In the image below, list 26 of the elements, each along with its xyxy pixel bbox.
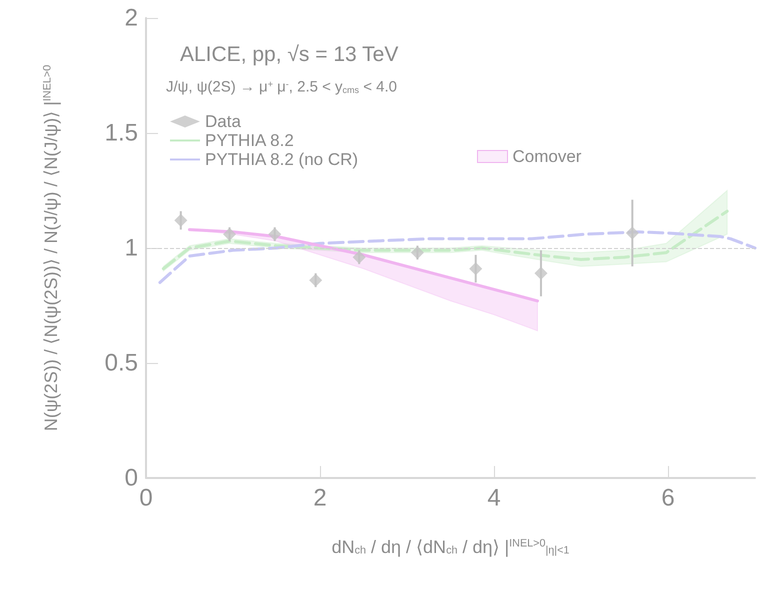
point (309, 274, 322, 287)
legend-label: Data (205, 112, 242, 131)
y-tick-label: 0 (124, 464, 138, 492)
annotation: ALICE, pp, √s = 13 TeV (180, 43, 398, 66)
legend-label: PYTHIA 8.2 (205, 131, 294, 150)
point (268, 228, 282, 241)
line-series (162, 210, 729, 270)
point (626, 226, 639, 240)
y-tick-label: 0.5 (104, 350, 138, 376)
x-tick-label: 4 (487, 484, 501, 512)
legend-label: Comover (512, 147, 582, 166)
y-axis-title: N(ψ(2S)) / ⟨N(ψ(2S))⟩ / N(J/ψ) / ⟨N(J/ψ)⟩ |INEL>0 (41, 64, 61, 432)
point (534, 266, 548, 280)
point (469, 262, 482, 276)
y-tick-label: 2 (124, 4, 138, 32)
x-tick-label: 6 (661, 484, 675, 512)
point (410, 246, 424, 260)
annotation: J/ψ, ψ(2S) → μ+ μ-, 2.5 < ycms < 4.0 (166, 78, 397, 96)
x-tick-label: 2 (313, 484, 327, 512)
y-tick-label: 1.5 (104, 120, 138, 146)
line-series (188, 228, 539, 302)
legend-label: PYTHIA 8.2 (no CR) (205, 150, 358, 169)
point (352, 250, 366, 264)
point (223, 228, 236, 241)
point (174, 214, 188, 227)
y-tick-label: 1 (124, 234, 138, 262)
